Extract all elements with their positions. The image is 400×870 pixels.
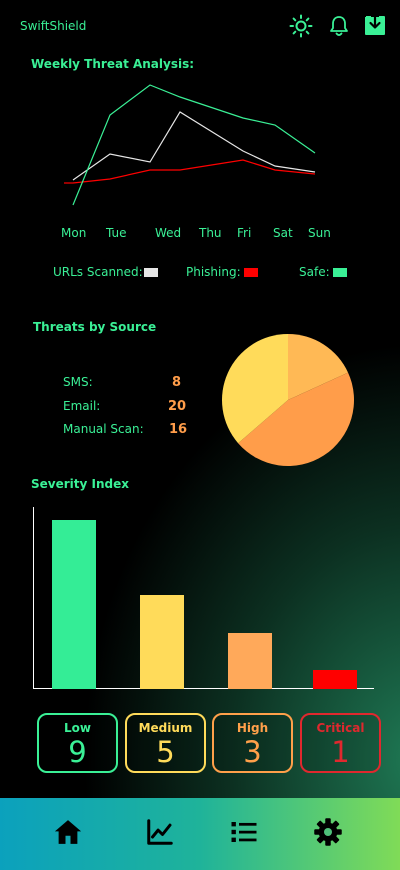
bar-chart-y-axis — [33, 507, 34, 689]
card-label: High — [236, 721, 269, 735]
card-label: Critical — [316, 721, 365, 735]
series-line-0 — [72, 111, 316, 181]
severity-bar-low — [52, 520, 96, 689]
legend-safe-swatch — [333, 268, 347, 277]
source-value: 8 — [172, 375, 182, 390]
pie-slice-1 — [238, 372, 355, 467]
day-label: Sat — [273, 226, 293, 240]
app-header: SwiftShield — [0, 0, 400, 52]
list-icon[interactable] — [229, 817, 259, 847]
pie-slice-0 — [288, 334, 349, 400]
severity-bar-critical — [313, 670, 357, 689]
source-pie-chart — [222, 334, 355, 467]
bar-chart-x-axis — [33, 688, 374, 689]
legend-urls-label: URLs Scanned: — [53, 265, 143, 279]
threats-by-source-title: Threats by Source — [33, 320, 157, 334]
card-value: 5 — [156, 735, 175, 769]
gear-icon[interactable] — [313, 817, 343, 847]
download-icon[interactable] — [363, 13, 387, 37]
card-label: Medium — [138, 721, 193, 735]
day-label: Thu — [199, 226, 222, 240]
series-line-1 — [72, 159, 316, 184]
severity-index-title: Severity Index — [31, 477, 129, 491]
card-value: 9 — [68, 735, 87, 769]
legend-safe-label: Safe: — [299, 265, 330, 279]
card-value: 3 — [243, 735, 262, 769]
card-label: Low — [64, 721, 91, 735]
severity-card-high[interactable]: High 3 — [212, 713, 293, 773]
source-value: 20 — [168, 399, 187, 414]
pie-slice-2 — [222, 334, 288, 444]
weekly-threat-title: Weekly Threat Analysis: — [31, 57, 195, 71]
day-label: Wed — [155, 226, 182, 240]
series-line-2 — [72, 84, 316, 206]
source-label: Manual Scan: — [63, 422, 144, 436]
day-label: Mon — [61, 226, 87, 240]
home-icon[interactable] — [53, 817, 83, 847]
severity-bar-medium — [140, 595, 184, 689]
day-label: Sun — [308, 226, 331, 240]
card-value: 1 — [331, 735, 350, 769]
sun-icon[interactable] — [289, 14, 313, 38]
severity-card-medium[interactable]: Medium 5 — [125, 713, 206, 773]
bottom-nav — [0, 798, 400, 870]
source-value: 16 — [169, 422, 188, 437]
day-label: Tue — [106, 226, 127, 240]
severity-card-low[interactable]: Low 9 — [37, 713, 118, 773]
legend-urls-swatch — [144, 268, 158, 277]
severity-bar-high — [228, 632, 272, 689]
source-label: SMS: — [63, 375, 93, 389]
day-label: Fri — [237, 226, 252, 240]
weekly-line-chart — [64, 84, 316, 206]
legend-phishing-label: Phishing: — [186, 265, 241, 279]
severity-card-critical[interactable]: Critical 1 — [300, 713, 381, 773]
app-title: SwiftShield — [20, 19, 87, 33]
legend-phishing-swatch — [244, 268, 258, 277]
source-label: Email: — [63, 399, 101, 413]
chart-icon[interactable] — [145, 817, 175, 847]
bell-icon[interactable] — [327, 14, 351, 38]
